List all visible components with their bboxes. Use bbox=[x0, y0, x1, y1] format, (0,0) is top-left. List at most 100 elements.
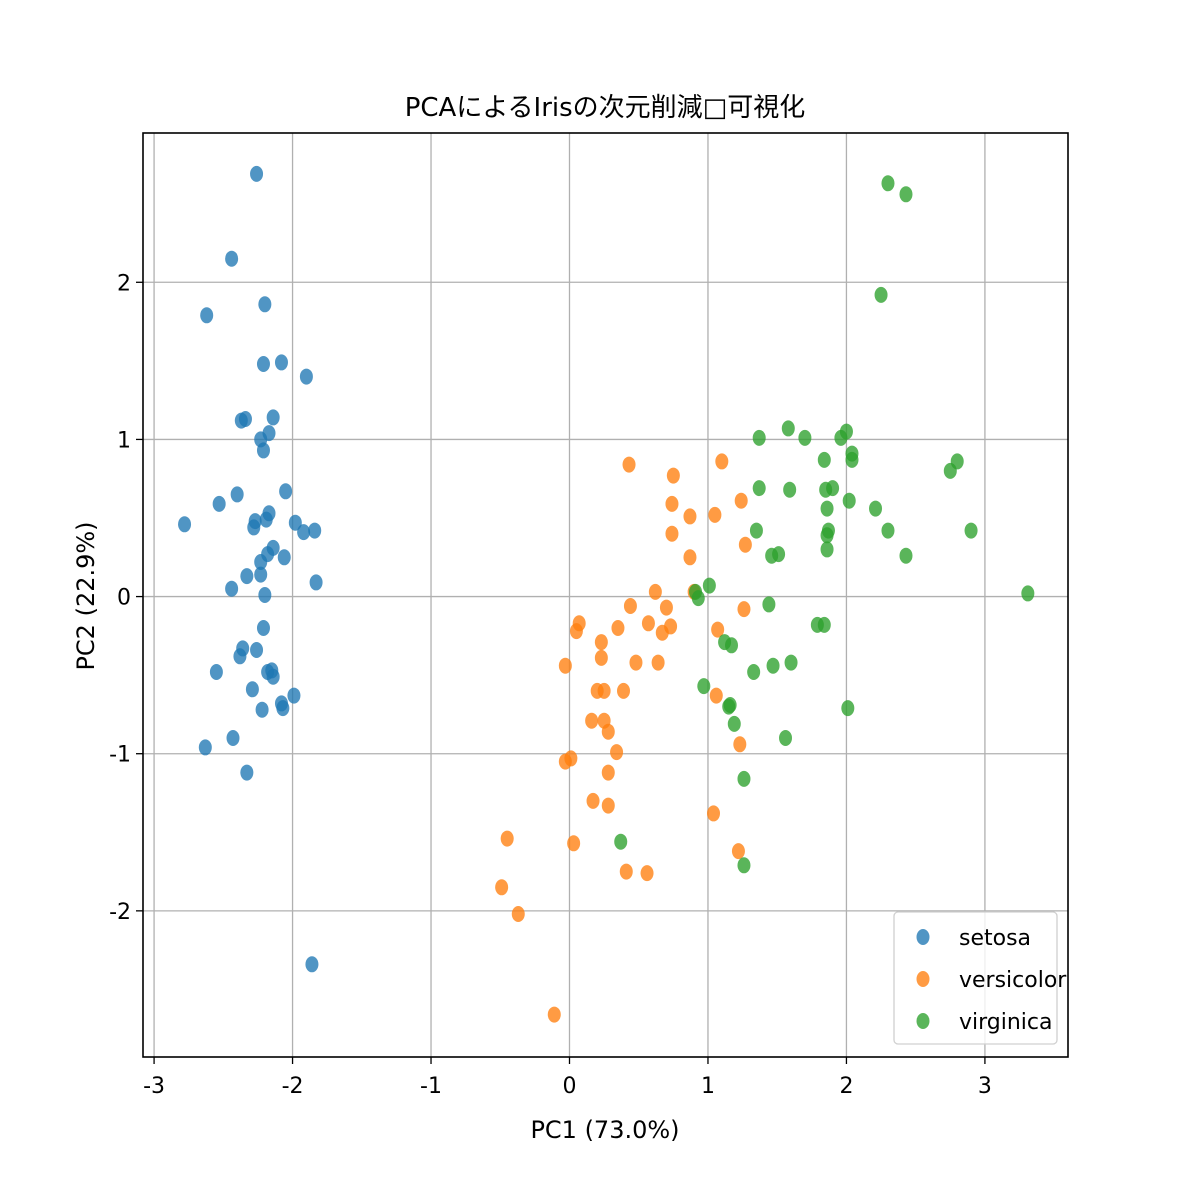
data-point-setosa bbox=[256, 356, 270, 372]
data-point-virginica bbox=[723, 697, 737, 713]
data-point-versicolor bbox=[511, 906, 525, 922]
data-point-virginica bbox=[820, 500, 834, 517]
data-point-setosa bbox=[212, 495, 226, 512]
data-point-virginica bbox=[779, 730, 793, 746]
data-point-virginica bbox=[845, 451, 859, 468]
data-point-setosa bbox=[240, 568, 254, 585]
data-point-setosa bbox=[288, 514, 302, 531]
data-point-versicolor bbox=[665, 525, 679, 542]
data-point-versicolor bbox=[707, 805, 721, 822]
data-point-versicolor bbox=[610, 744, 624, 761]
data-point-setosa bbox=[299, 368, 313, 385]
data-point-virginica bbox=[737, 857, 751, 874]
data-point-versicolor bbox=[651, 654, 665, 671]
data-point-setosa bbox=[256, 442, 270, 459]
data-point-setosa bbox=[240, 764, 254, 781]
data-point-versicolor bbox=[564, 750, 578, 767]
data-point-virginica bbox=[727, 715, 741, 732]
data-point-setosa bbox=[233, 648, 247, 665]
data-point-setosa bbox=[247, 519, 261, 536]
data-point-setosa bbox=[309, 574, 323, 591]
legend-label-versicolor: versicolor bbox=[959, 968, 1067, 993]
data-point-setosa bbox=[266, 668, 280, 685]
data-point-versicolor bbox=[567, 835, 581, 852]
y-tick-label: 1 bbox=[117, 428, 131, 453]
legend-label-setosa: setosa bbox=[959, 926, 1031, 951]
data-point-versicolor bbox=[623, 598, 637, 614]
legend-marker-virginica bbox=[916, 1013, 930, 1029]
data-point-versicolor bbox=[601, 723, 615, 740]
data-point-versicolor bbox=[666, 467, 680, 484]
y-tick-label: 0 bbox=[117, 586, 131, 611]
data-point-setosa bbox=[305, 956, 319, 973]
data-point-virginica bbox=[899, 547, 913, 564]
data-point-virginica bbox=[798, 429, 812, 446]
data-point-setosa bbox=[245, 681, 259, 698]
data-point-versicolor bbox=[601, 797, 615, 814]
data-point-virginica bbox=[765, 547, 779, 564]
data-point-versicolor bbox=[500, 830, 514, 847]
data-point-versicolor bbox=[655, 624, 669, 641]
data-point-setosa bbox=[258, 296, 272, 313]
data-point-versicolor bbox=[733, 736, 747, 753]
legend-marker-setosa bbox=[916, 929, 930, 945]
series-setosa bbox=[178, 165, 323, 973]
data-point-setosa bbox=[238, 411, 252, 427]
y-tick-label: -2 bbox=[109, 900, 131, 925]
data-point-setosa bbox=[178, 516, 192, 533]
data-point-setosa bbox=[254, 554, 268, 570]
data-point-virginica bbox=[697, 678, 711, 695]
data-point-versicolor bbox=[629, 654, 643, 671]
x-tick-label: -1 bbox=[420, 1074, 442, 1099]
data-point-virginica bbox=[899, 186, 913, 203]
data-point-versicolor bbox=[659, 599, 673, 616]
data-point-setosa bbox=[254, 566, 268, 583]
data-point-virginica bbox=[691, 590, 705, 607]
data-point-virginica bbox=[842, 492, 856, 509]
x-tick-label: 3 bbox=[978, 1074, 992, 1099]
grid-lines bbox=[143, 133, 1068, 1057]
data-point-setosa bbox=[255, 701, 269, 718]
legend: setosa versicolor virginica bbox=[893, 911, 1067, 1045]
x-axis-label: PC1 (73.0%) bbox=[530, 1116, 679, 1144]
data-point-versicolor bbox=[495, 879, 509, 896]
data-point-setosa bbox=[198, 739, 212, 756]
data-point-setosa bbox=[259, 511, 273, 528]
data-point-setosa bbox=[266, 409, 280, 426]
data-point-virginica bbox=[752, 480, 766, 497]
data-point-virginica bbox=[737, 770, 751, 787]
data-point-virginica bbox=[784, 654, 798, 671]
data-point-versicolor bbox=[708, 506, 722, 523]
data-point-virginica bbox=[752, 429, 766, 446]
data-point-setosa bbox=[287, 687, 301, 704]
data-point-versicolor bbox=[619, 863, 633, 880]
data-point-virginica bbox=[781, 420, 795, 437]
data-point-setosa bbox=[209, 664, 223, 680]
series-virginica bbox=[614, 175, 1035, 874]
x-tick-label: 2 bbox=[839, 1074, 853, 1099]
x-tick-label: -2 bbox=[282, 1074, 304, 1099]
data-point-versicolor bbox=[586, 792, 600, 809]
data-point-setosa bbox=[274, 354, 288, 371]
data-point-virginica bbox=[702, 577, 716, 594]
data-point-virginica bbox=[1021, 585, 1035, 602]
data-point-versicolor bbox=[648, 583, 662, 600]
x-tick-label: -3 bbox=[143, 1074, 165, 1099]
data-point-versicolor bbox=[731, 843, 745, 860]
data-point-virginica bbox=[826, 480, 840, 497]
data-point-setosa bbox=[225, 250, 239, 267]
legend-box bbox=[893, 911, 1058, 1045]
data-point-versicolor bbox=[683, 508, 697, 525]
data-point-versicolor bbox=[640, 865, 654, 882]
data-point-versicolor bbox=[715, 453, 729, 470]
y-axis-label: PC2 (22.9%) bbox=[72, 521, 100, 670]
data-point-versicolor bbox=[601, 764, 615, 781]
data-point-setosa bbox=[258, 587, 272, 603]
data-point-virginica bbox=[839, 423, 853, 440]
plot-frame bbox=[142, 132, 1069, 1058]
legend-label-virginica: virginica bbox=[959, 1010, 1053, 1035]
data-point-virginica bbox=[874, 286, 888, 303]
series-versicolor bbox=[495, 453, 752, 1023]
data-point-setosa bbox=[297, 524, 311, 541]
data-point-versicolor bbox=[585, 712, 599, 729]
